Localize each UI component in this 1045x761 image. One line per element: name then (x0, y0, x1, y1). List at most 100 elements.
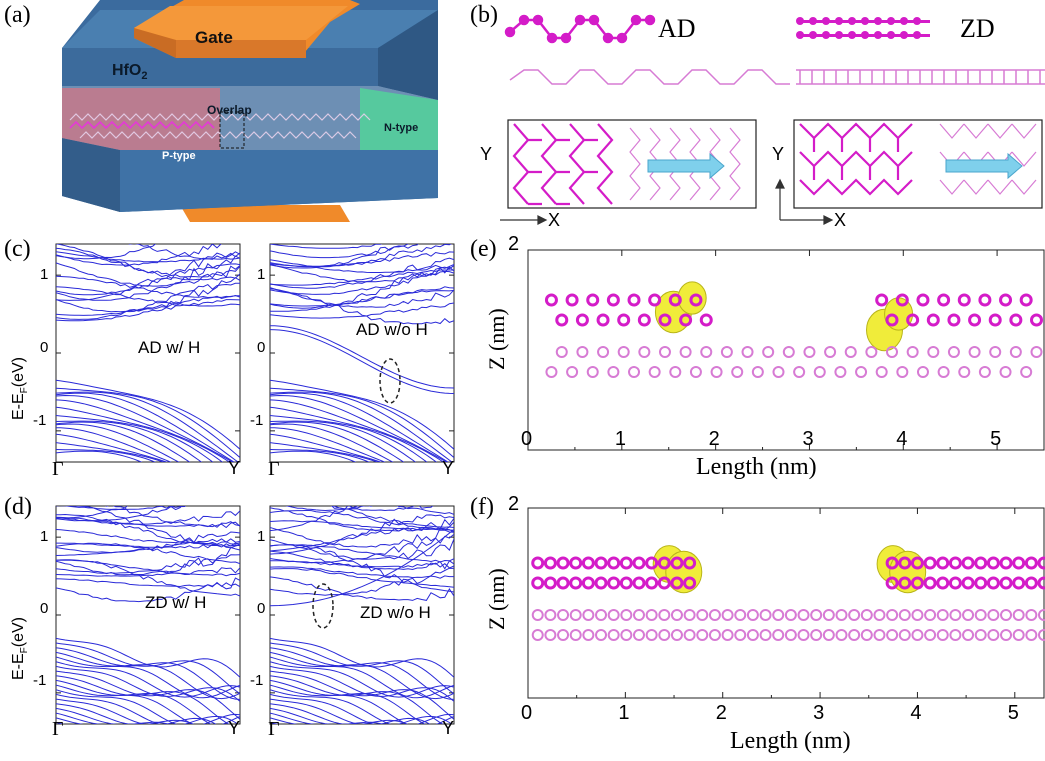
band-plot-c-left (55, 243, 241, 463)
valence-band (270, 693, 453, 724)
edge-state-band (270, 325, 454, 389)
valence-band (270, 732, 454, 761)
conduction-band (270, 526, 454, 548)
atom-bottom-layer (607, 609, 620, 621)
atom-top-layer (670, 556, 684, 570)
atom-bottom-layer (708, 629, 721, 641)
atom-top-layer (670, 576, 684, 590)
atom-top-layer (974, 576, 988, 590)
valence-band (56, 423, 180, 462)
atom-bottom-layer (848, 629, 861, 641)
atom-top-layer (936, 556, 950, 570)
valence-band (56, 421, 191, 462)
c-right-ytick-m1: -1 (250, 412, 264, 429)
atom-bottom-layer (1000, 609, 1013, 621)
atom-top-layer (689, 293, 703, 307)
density-plot-e (527, 249, 1045, 451)
atom-bottom-layer (720, 346, 733, 358)
valence-band (56, 651, 240, 700)
conduction-band (59, 506, 187, 510)
atom-bottom-layer (916, 366, 929, 378)
atom-bottom-layer (886, 346, 899, 358)
band-structure-panels (55, 243, 455, 761)
atom-bottom-layer (978, 366, 991, 378)
atom-bottom-layer (555, 346, 568, 358)
valence-band (270, 727, 454, 761)
e-xlabel: Length (nm) (696, 454, 817, 480)
valence-band (56, 732, 240, 761)
atom-bottom-layer (597, 346, 610, 358)
valence-band (270, 684, 454, 724)
atom-top-layer (555, 313, 569, 327)
atom-bottom-layer (987, 609, 1000, 621)
valence-band (270, 406, 438, 462)
atom-bottom-layer (569, 629, 582, 641)
atom-top-layer (906, 313, 920, 327)
band-plot-c-right (269, 243, 455, 463)
atom-bottom-layer (628, 366, 641, 378)
atom-bottom-layer (865, 346, 878, 358)
valence-band (270, 391, 453, 462)
atom-top-layer (999, 293, 1013, 307)
d-xtick-gamma: Γ (52, 718, 64, 740)
d-right-ytick-1: 1 (257, 528, 266, 545)
valence-band (270, 449, 371, 462)
atom-bottom-layer (855, 366, 868, 378)
e-xtick: 1 (614, 428, 626, 450)
valence-band (56, 420, 203, 462)
conduction-band (270, 270, 454, 295)
atom-top-layer (543, 556, 557, 570)
conduction-band (56, 542, 240, 549)
atom-top-layer (986, 556, 1000, 570)
atom-bottom-layer (936, 629, 949, 641)
valence-band (56, 675, 230, 724)
atom-top-layer (1037, 576, 1045, 590)
atom-bottom-layer (566, 366, 579, 378)
valence-band (270, 651, 454, 700)
ad-label: AD (658, 14, 696, 43)
atom-bottom-layer (696, 629, 709, 641)
atom-bottom-layer (759, 609, 772, 621)
panel-label-e: (e) (470, 236, 497, 262)
atom-bottom-layer (544, 609, 557, 621)
atom-top-layer (1024, 556, 1038, 570)
conduction-band (270, 269, 454, 286)
atom-bottom-layer (607, 366, 620, 378)
atom-bottom-layer (1025, 609, 1038, 621)
atom-bottom-layer (898, 609, 911, 621)
c-right-ytick-1: 1 (257, 266, 266, 283)
atom-top-layer (596, 313, 610, 327)
atom-bottom-layer (797, 629, 810, 641)
atom-bottom-layer (947, 346, 960, 358)
d-ytick-1: 1 (40, 528, 49, 545)
atom-top-layer (916, 293, 930, 307)
panel-label-d: (d) (4, 494, 32, 520)
atom-bottom-layer (734, 609, 747, 621)
atom-top-layer (594, 556, 608, 570)
f-xtick: 5 (1007, 702, 1019, 724)
atom-bottom-layer (784, 629, 797, 641)
valence-band (270, 679, 426, 724)
atom-bottom-layer (658, 609, 671, 621)
xy-axis-indicator-zd (775, 178, 834, 225)
atom-top-layer (926, 313, 940, 327)
atom-top-layer (648, 293, 662, 307)
valence-band (56, 661, 240, 698)
structure-panel (500, 14, 1045, 225)
d-right-xtick-y: Y (442, 718, 455, 738)
atom-bottom-layer (658, 346, 671, 358)
band-plot-frame-d-left (55, 505, 241, 725)
valence-band (56, 737, 240, 761)
f-ytick-top: 2 (508, 493, 520, 515)
atom-bottom-layer (679, 346, 692, 358)
conduction-band (270, 506, 359, 532)
valence-band (270, 737, 454, 761)
atom-bottom-layer (734, 629, 747, 641)
atom-bottom-layer (595, 629, 608, 641)
atom-bottom-layer (772, 366, 785, 378)
atom-bottom-layer (896, 366, 909, 378)
atom-bottom-layer (700, 346, 713, 358)
atom-top-layer (683, 556, 697, 570)
conduction-band (270, 566, 454, 579)
atom-top-layer (936, 576, 950, 590)
